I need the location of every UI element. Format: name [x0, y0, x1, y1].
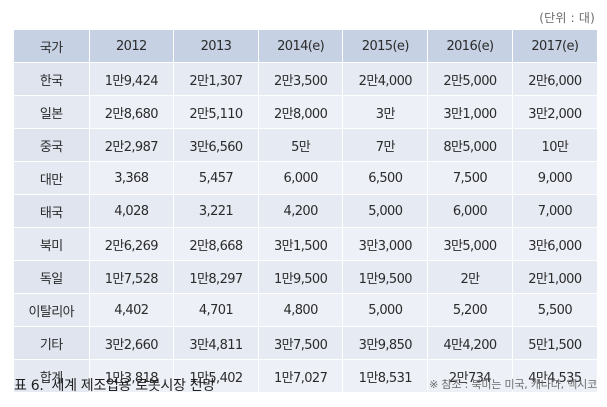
value-cell: 2만1,000 — [512, 260, 597, 294]
table-row: 기타 3만2,660 3만4,811 3만7,500 3만9,850 4만4,200 5만1… — [14, 326, 597, 360]
header-cell-2014e: 2014(e) — [258, 30, 344, 63]
table-row: 일본 2만8,680 2만5,110 2만8,000 3만 3만1,000 3만2,000 — [14, 95, 597, 129]
header-cell-country: 국가 — [14, 30, 90, 63]
value-cell: 5만1,500 — [512, 326, 597, 360]
value-cell: 5만 — [258, 128, 344, 162]
value-cell: 4만4,535 — [512, 359, 597, 393]
value-cell: 7,000 — [512, 194, 597, 228]
value-cell: 3만 — [342, 95, 429, 129]
value-cell: 2만6,269 — [89, 227, 175, 261]
value-cell: 2만8,668 — [173, 227, 259, 261]
value-cell: 4,800 — [258, 293, 344, 327]
caption-number: 표 6. — [14, 378, 44, 394]
header-cell-2012: 2012 — [89, 30, 175, 63]
value-cell: 3만1,500 — [258, 227, 344, 261]
value-cell: 3만7,500 — [258, 326, 344, 360]
table-row: 태국 4,028 3,221 4,200 5,000 6,000 7,000 — [14, 194, 597, 228]
footnote: ※ 참조 : 북미는 미국, 캐나다, 멕시코 — [429, 378, 597, 391]
value-cell: 1만8,297 — [173, 260, 259, 294]
value-cell: 1만9,500 — [258, 260, 344, 294]
country-cell: 태국 — [14, 194, 90, 228]
value-cell: 2만5,110 — [173, 95, 259, 129]
value-cell: 7만 — [342, 128, 429, 162]
value-cell: 9,000 — [512, 161, 597, 195]
value-cell: 2만 — [427, 260, 513, 294]
value-cell: 2만6,000 — [512, 62, 597, 96]
value-cell: 4만4,200 — [427, 326, 513, 360]
value-cell: 4,402 — [89, 293, 175, 327]
value-cell: 1만9,500 — [342, 260, 429, 294]
value-cell: 1만7,528 — [89, 260, 175, 294]
table-row: 독일 1만7,528 1만8,297 1만9,500 1만9,500 2만 2만1,000 — [14, 260, 597, 294]
value-cell: 4,701 — [173, 293, 259, 327]
country-cell: 한국 — [14, 62, 90, 96]
table-row: 중국 2만2,987 3만6,560 5만 7만 8만5,000 10만 — [14, 128, 597, 162]
header-cell-2013: 2013 — [173, 30, 259, 63]
country-cell: 합계 — [14, 359, 90, 393]
value-cell: 4,028 — [89, 194, 175, 228]
unit-note: (단위 : 대) — [539, 11, 595, 25]
value-cell: 2만1,307 — [173, 62, 259, 96]
value-cell: 2만5,000 — [427, 62, 513, 96]
value-cell: 3만2,660 — [89, 326, 175, 360]
value-cell: 5,000 — [342, 293, 429, 327]
value-cell: 6,000 — [258, 161, 344, 195]
table-row: 대만 3,368 5,457 6,000 6,500 7,500 9,000 — [14, 161, 597, 195]
country-cell: 독일 — [14, 260, 90, 294]
value-cell: 1만7,027 — [258, 359, 344, 393]
value-cell: 1만9,424 — [89, 62, 175, 96]
value-cell: 7,500 — [427, 161, 513, 195]
header-cell-2017e: 2017(e) — [512, 30, 597, 63]
value-cell: 3만6,000 — [512, 227, 597, 261]
value-cell: 5,000 — [342, 194, 429, 228]
header-cell-2015e: 2015(e) — [342, 30, 429, 63]
table-row: 합계 1만3,818 1만5,402 1만7,027 1만8,531 2만734 4만4,5… — [14, 359, 597, 393]
value-cell: 2만2,987 — [89, 128, 175, 162]
value-cell: 3만6,560 — [173, 128, 259, 162]
value-cell: 8만5,000 — [427, 128, 513, 162]
header-cell-2016e: 2016(e) — [427, 30, 513, 63]
value-cell: 6,000 — [427, 194, 513, 228]
country-cell: 대만 — [14, 161, 90, 195]
value-cell: 1만3,818 — [89, 359, 175, 393]
robot-market-table: 국가 2012 2013 2014(e) 2015(e) 2016(e) 201… — [14, 30, 597, 393]
caption-title: 세계 제조업용 로봇시장 전망 — [51, 378, 216, 394]
country-cell: 일본 — [14, 95, 90, 129]
table-header: 국가 2012 2013 2014(e) 2015(e) 2016(e) 201… — [14, 30, 597, 63]
value-cell: 4,200 — [258, 194, 344, 228]
table-row: 한국 1만9,424 2만1,307 2만3,500 2만4,000 2만5,000 2만6… — [14, 62, 597, 96]
value-cell: 3,368 — [89, 161, 175, 195]
header-row: 국가 2012 2013 2014(e) 2015(e) 2016(e) 201… — [14, 30, 597, 63]
value-cell: 3만5,000 — [427, 227, 513, 261]
data-table: 국가 2012 2013 2014(e) 2015(e) 2016(e) 201… — [14, 30, 597, 393]
value-cell: 10만 — [512, 128, 597, 162]
value-cell: 5,200 — [427, 293, 513, 327]
country-cell: 북미 — [14, 227, 90, 261]
value-cell: 6,500 — [342, 161, 429, 195]
table-row: 북미 2만6,269 2만8,668 3만1,500 3만3,000 3만5,000 3만6… — [14, 227, 597, 261]
table-caption: 표 6. 세계 제조업용 로봇시장 전망 — [14, 375, 215, 395]
country-cell: 이탈리아 — [14, 293, 90, 327]
value-cell: 3만4,811 — [173, 326, 259, 360]
value-cell: 2만734 — [427, 359, 513, 393]
value-cell: 3만3,000 — [342, 227, 429, 261]
value-cell: 3,221 — [173, 194, 259, 228]
value-cell: 3만1,000 — [427, 95, 513, 129]
value-cell: 1만8,531 — [342, 359, 429, 393]
value-cell: 2만8,000 — [258, 95, 344, 129]
table-row: 이탈리아 4,402 4,701 4,800 5,000 5,200 5,500 — [14, 293, 597, 327]
value-cell: 5,500 — [512, 293, 597, 327]
value-cell: 3만2,000 — [512, 95, 597, 129]
country-cell: 중국 — [14, 128, 90, 162]
value-cell: 2만3,500 — [258, 62, 344, 96]
country-cell: 기타 — [14, 326, 90, 360]
value-cell: 2만4,000 — [342, 62, 429, 96]
value-cell: 2만8,680 — [89, 95, 175, 129]
value-cell: 3만9,850 — [342, 326, 429, 360]
value-cell: 5,457 — [173, 161, 259, 195]
value-cell: 1만5,402 — [173, 359, 259, 393]
table-body: 한국 1만9,424 2만1,307 2만3,500 2만4,000 2만5,000 2만6… — [14, 62, 597, 393]
